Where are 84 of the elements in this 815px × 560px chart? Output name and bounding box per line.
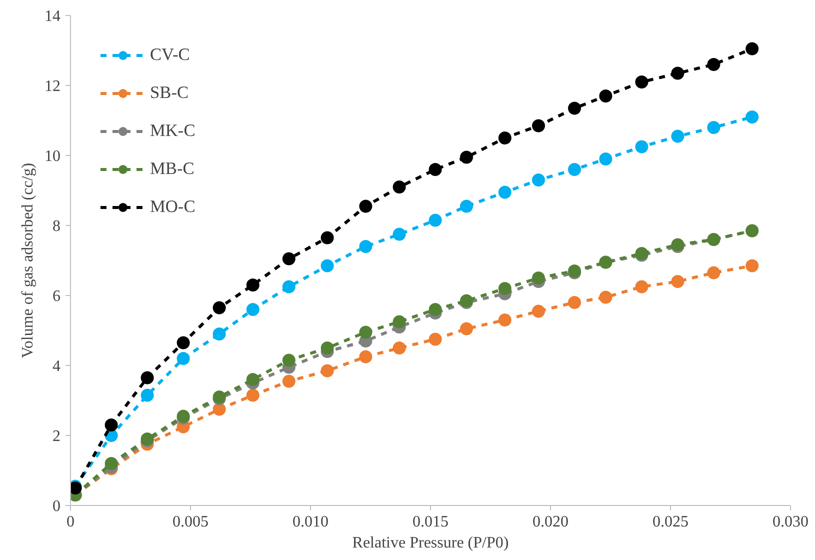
x-tick-label: 0 xyxy=(66,514,74,530)
point xyxy=(498,186,512,199)
point xyxy=(140,371,154,384)
point xyxy=(532,174,545,186)
point xyxy=(460,150,473,164)
point xyxy=(746,110,759,124)
x-tick-label: 0.010 xyxy=(292,514,328,530)
point xyxy=(392,180,406,194)
point xyxy=(246,388,260,402)
point xyxy=(282,354,296,367)
point xyxy=(568,102,581,115)
y-tick-label: 0 xyxy=(52,498,60,515)
point xyxy=(359,350,372,364)
point xyxy=(568,296,581,309)
point xyxy=(320,342,334,354)
point xyxy=(212,301,226,314)
point xyxy=(746,42,759,56)
point xyxy=(498,314,512,326)
point xyxy=(532,119,545,132)
point xyxy=(498,132,512,144)
x-tick-label: 0.025 xyxy=(652,514,688,530)
point xyxy=(671,275,684,288)
point xyxy=(671,66,684,80)
legend-label: MO-C xyxy=(150,197,196,217)
point xyxy=(428,214,442,227)
point xyxy=(460,200,473,213)
point xyxy=(599,90,612,102)
y-tick-label: 6 xyxy=(52,288,60,305)
point xyxy=(635,280,648,294)
point xyxy=(176,336,190,350)
point xyxy=(359,326,372,339)
y-tick-label: 10 xyxy=(44,148,60,165)
point xyxy=(428,303,442,316)
point xyxy=(104,418,118,432)
y-axis-title: Volume of gas adsorbed (cc/g) xyxy=(20,162,36,358)
point xyxy=(635,140,648,154)
point xyxy=(320,259,334,272)
x-tick-label: 0.015 xyxy=(412,514,448,530)
point xyxy=(320,364,334,378)
x-axis-title: Relative Pressure (P/P0) xyxy=(352,534,509,552)
point xyxy=(532,272,545,284)
point xyxy=(599,290,612,304)
point xyxy=(104,457,118,470)
legend-label: MK-C xyxy=(150,121,196,141)
point xyxy=(460,322,473,336)
point xyxy=(428,332,442,346)
point xyxy=(282,252,296,266)
point xyxy=(320,231,334,244)
point xyxy=(282,280,296,294)
point xyxy=(428,163,442,176)
y-tick-label: 8 xyxy=(52,218,60,235)
point xyxy=(359,200,372,213)
point xyxy=(212,328,226,340)
legend-label: MB-C xyxy=(150,159,194,179)
point xyxy=(707,58,720,71)
point xyxy=(671,130,684,143)
point xyxy=(212,402,226,416)
point xyxy=(392,342,406,354)
point xyxy=(176,352,190,365)
legend-label: SB-C xyxy=(150,83,189,103)
point xyxy=(635,76,648,88)
y-tick-label: 4 xyxy=(52,358,60,375)
point xyxy=(707,266,720,280)
y-tick-label: 14 xyxy=(44,8,60,25)
point xyxy=(246,373,260,386)
point xyxy=(599,152,612,166)
point xyxy=(568,163,581,176)
point xyxy=(359,240,372,253)
y-tick-label: 12 xyxy=(44,78,60,95)
point xyxy=(746,259,759,272)
x-tick-label: 0.020 xyxy=(532,514,568,530)
x-tick-label: 0.005 xyxy=(172,514,208,530)
point xyxy=(532,304,545,318)
point xyxy=(707,121,720,134)
point xyxy=(392,315,406,328)
legend-label: CV-C xyxy=(150,45,190,65)
point xyxy=(246,303,260,316)
point xyxy=(392,228,406,241)
point xyxy=(498,282,512,295)
point xyxy=(140,388,154,402)
y-tick-label: 2 xyxy=(52,428,60,445)
point xyxy=(282,374,296,388)
point xyxy=(246,278,260,292)
x-tick-label: 0.030 xyxy=(772,514,808,530)
